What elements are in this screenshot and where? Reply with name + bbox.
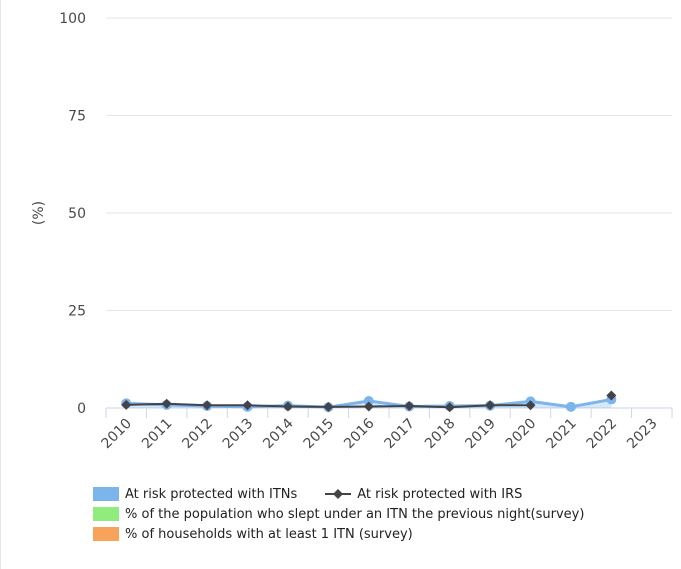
series-1 xyxy=(121,390,617,413)
x-tick-label-2010: 2010 xyxy=(99,416,136,453)
data-point-irs-2022 xyxy=(606,390,617,401)
legend-label-itn: At risk protected with ITNs xyxy=(125,486,298,502)
x-tick-label-2016: 2016 xyxy=(341,415,378,452)
x-tick-label-2013: 2013 xyxy=(220,416,257,453)
legend-label-irs: At risk protected with IRS xyxy=(357,486,523,502)
x-tick-label-2011: 2011 xyxy=(139,416,176,453)
x-tick-label-2015: 2015 xyxy=(301,416,338,453)
legend-row-1: At risk protected with ITNs At risk prot… xyxy=(93,484,612,504)
y-tick-label-75: 75 xyxy=(68,109,86,125)
legend-item-irs[interactable]: At risk protected with IRS xyxy=(325,487,522,502)
legend-label-slept-itn: % of the population who slept under an I… xyxy=(125,506,585,522)
x-tick-label-2017: 2017 xyxy=(382,416,419,453)
data-point-irs-2012 xyxy=(202,400,213,411)
x-tick-label-2021: 2021 xyxy=(543,416,580,453)
x-tick-label-2022: 2022 xyxy=(584,416,621,453)
data-point-irs-2018 xyxy=(444,402,455,413)
legend-swatch-households-itn xyxy=(93,527,119,541)
legend-item-slept-itn[interactable]: % of the population who slept under an I… xyxy=(93,507,584,522)
legend-row-3: % of households with at least 1 ITN (sur… xyxy=(93,524,612,544)
data-point-itn-2021 xyxy=(565,401,576,412)
legend-item-itn[interactable]: At risk protected with ITNs xyxy=(93,487,297,502)
data-point-irs-2016 xyxy=(363,401,374,412)
data-point-irs-2010 xyxy=(121,399,132,410)
legend-item-households-itn[interactable]: % of households with at least 1 ITN (sur… xyxy=(93,527,413,542)
y-axis-tick-labels: 0 25 50 75 100 xyxy=(59,11,86,417)
legend-swatch-itn xyxy=(93,487,119,501)
series-layer xyxy=(121,390,617,413)
x-tick-label-2020: 2020 xyxy=(503,416,540,453)
x-tick-label-2019: 2019 xyxy=(462,416,499,453)
y-tick-label-100: 100 xyxy=(59,11,86,27)
legend: At risk protected with ITNs At risk prot… xyxy=(93,484,612,544)
x-axis: 2010 2011 2012 2013 2014 2015 2016 2017 2018 2019… xyxy=(99,407,673,453)
x-tick-label-2023: 2023 xyxy=(624,416,661,453)
y-tick-label-0: 0 xyxy=(77,401,86,417)
data-point-irs-2015 xyxy=(323,401,334,412)
x-tick-label-2012: 2012 xyxy=(179,416,216,453)
data-point-irs-2013 xyxy=(242,400,253,411)
data-point-irs-2019 xyxy=(485,400,496,411)
x-tick-label-2018: 2018 xyxy=(422,416,459,453)
legend-line-key-irs xyxy=(325,489,352,499)
y-axis-label: (%) xyxy=(31,201,47,225)
legend-swatch-slept-itn xyxy=(93,507,119,521)
gridlines xyxy=(106,17,672,311)
data-point-itn-2016 xyxy=(363,395,374,406)
y-tick-label-25: 25 xyxy=(68,304,86,320)
legend-row-2: % of the population who slept under an I… xyxy=(93,504,612,524)
legend-label-households-itn: % of households with at least 1 ITN (sur… xyxy=(125,526,413,542)
x-tick-label-2014: 2014 xyxy=(260,415,297,452)
data-point-irs-2011 xyxy=(161,398,172,409)
data-point-irs-2017 xyxy=(404,401,415,412)
data-point-irs-2014 xyxy=(282,401,293,412)
y-tick-label-50: 50 xyxy=(68,206,86,222)
data-point-irs-2020 xyxy=(525,400,536,411)
